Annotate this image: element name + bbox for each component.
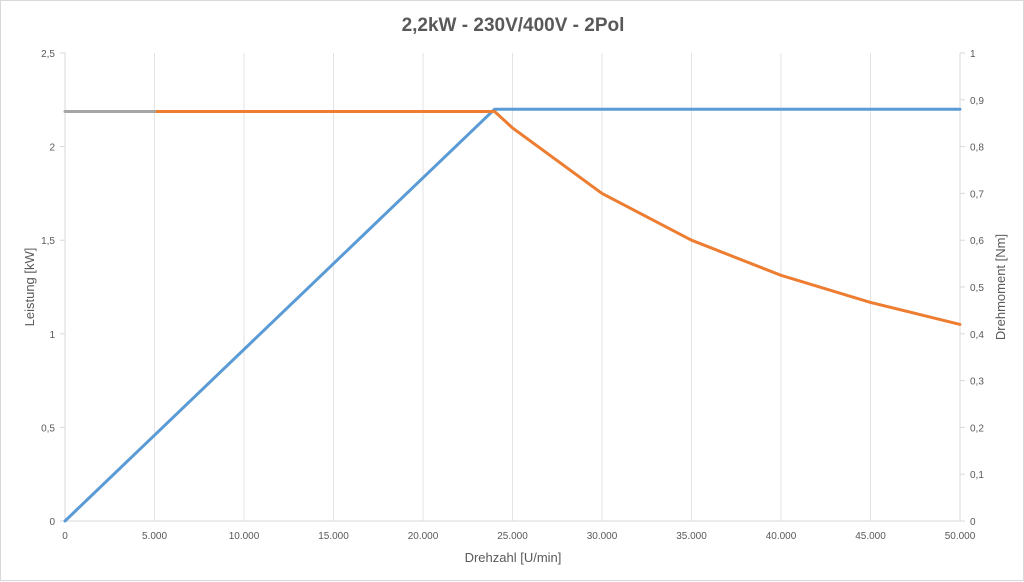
y2-tick-label: 0,9 (970, 96, 984, 107)
chart-title: 2,2kW - 230V/400V - 2Pol (402, 15, 625, 36)
series-lines (63, 107, 962, 523)
series-line-2 (153, 110, 962, 326)
y2-tick-label: 0,5 (970, 283, 984, 294)
y-axis-title: Leistung [kW] (22, 248, 37, 327)
y-tick-label: 1,5 (41, 236, 55, 247)
x-tick-label: 50.000 (945, 531, 976, 542)
x-tick-label: 20.000 (408, 531, 439, 542)
x-tick-label: 0 (62, 531, 68, 542)
y2-tick-label: 0,1 (970, 470, 984, 481)
x-tick-labels: 0 5.000 10.000 15.000 20.000 25.000 30.000 35.0… (62, 531, 976, 542)
x-axis-title: Drehzahl [U/min] (465, 550, 562, 565)
x-tick-label: 10.000 (229, 531, 260, 542)
x-tick-label: 35.000 (676, 531, 707, 542)
y2-tick-label: 0,2 (970, 423, 984, 434)
y-tick-label: 0,5 (41, 423, 55, 434)
y-tick-label: 2,5 (41, 49, 55, 60)
x-tick-label: 40.000 (766, 531, 797, 542)
y2-tick-label: 0,3 (970, 377, 984, 388)
y2-tick-label: 0,4 (970, 330, 984, 341)
axes (60, 52, 965, 522)
y2-tick-label: 0,7 (970, 189, 984, 200)
x-tick-label: 5.000 (142, 531, 167, 542)
x-tick-label: 25.000 (497, 531, 528, 542)
x-tick-label: 15.000 (318, 531, 349, 542)
y2-tick-label: 0,8 (970, 143, 984, 154)
y2-tick-label: 0,6 (970, 236, 984, 247)
grid-lines (64, 53, 961, 521)
y2-axis-title: Drehmoment [Nm] (993, 234, 1008, 340)
y-tick-labels: 0 0,5 1 1,5 2 2,5 (41, 49, 55, 528)
y2-tick-label: 0 (970, 517, 976, 528)
y-tick-label: 0 (49, 517, 55, 528)
y2-tick-label: 1 (970, 49, 976, 60)
y-tick-label: 2 (49, 143, 55, 154)
series-line-1 (63, 107, 962, 523)
x-tick-label: 45.000 (855, 531, 886, 542)
y2-tick-labels: 0 0,1 0,2 0,3 0,4 0,5 0,6 0,7 0,8 0,9 1 (970, 49, 984, 528)
y-tick-label: 1 (49, 330, 55, 341)
x-tick-label: 30.000 (587, 531, 618, 542)
